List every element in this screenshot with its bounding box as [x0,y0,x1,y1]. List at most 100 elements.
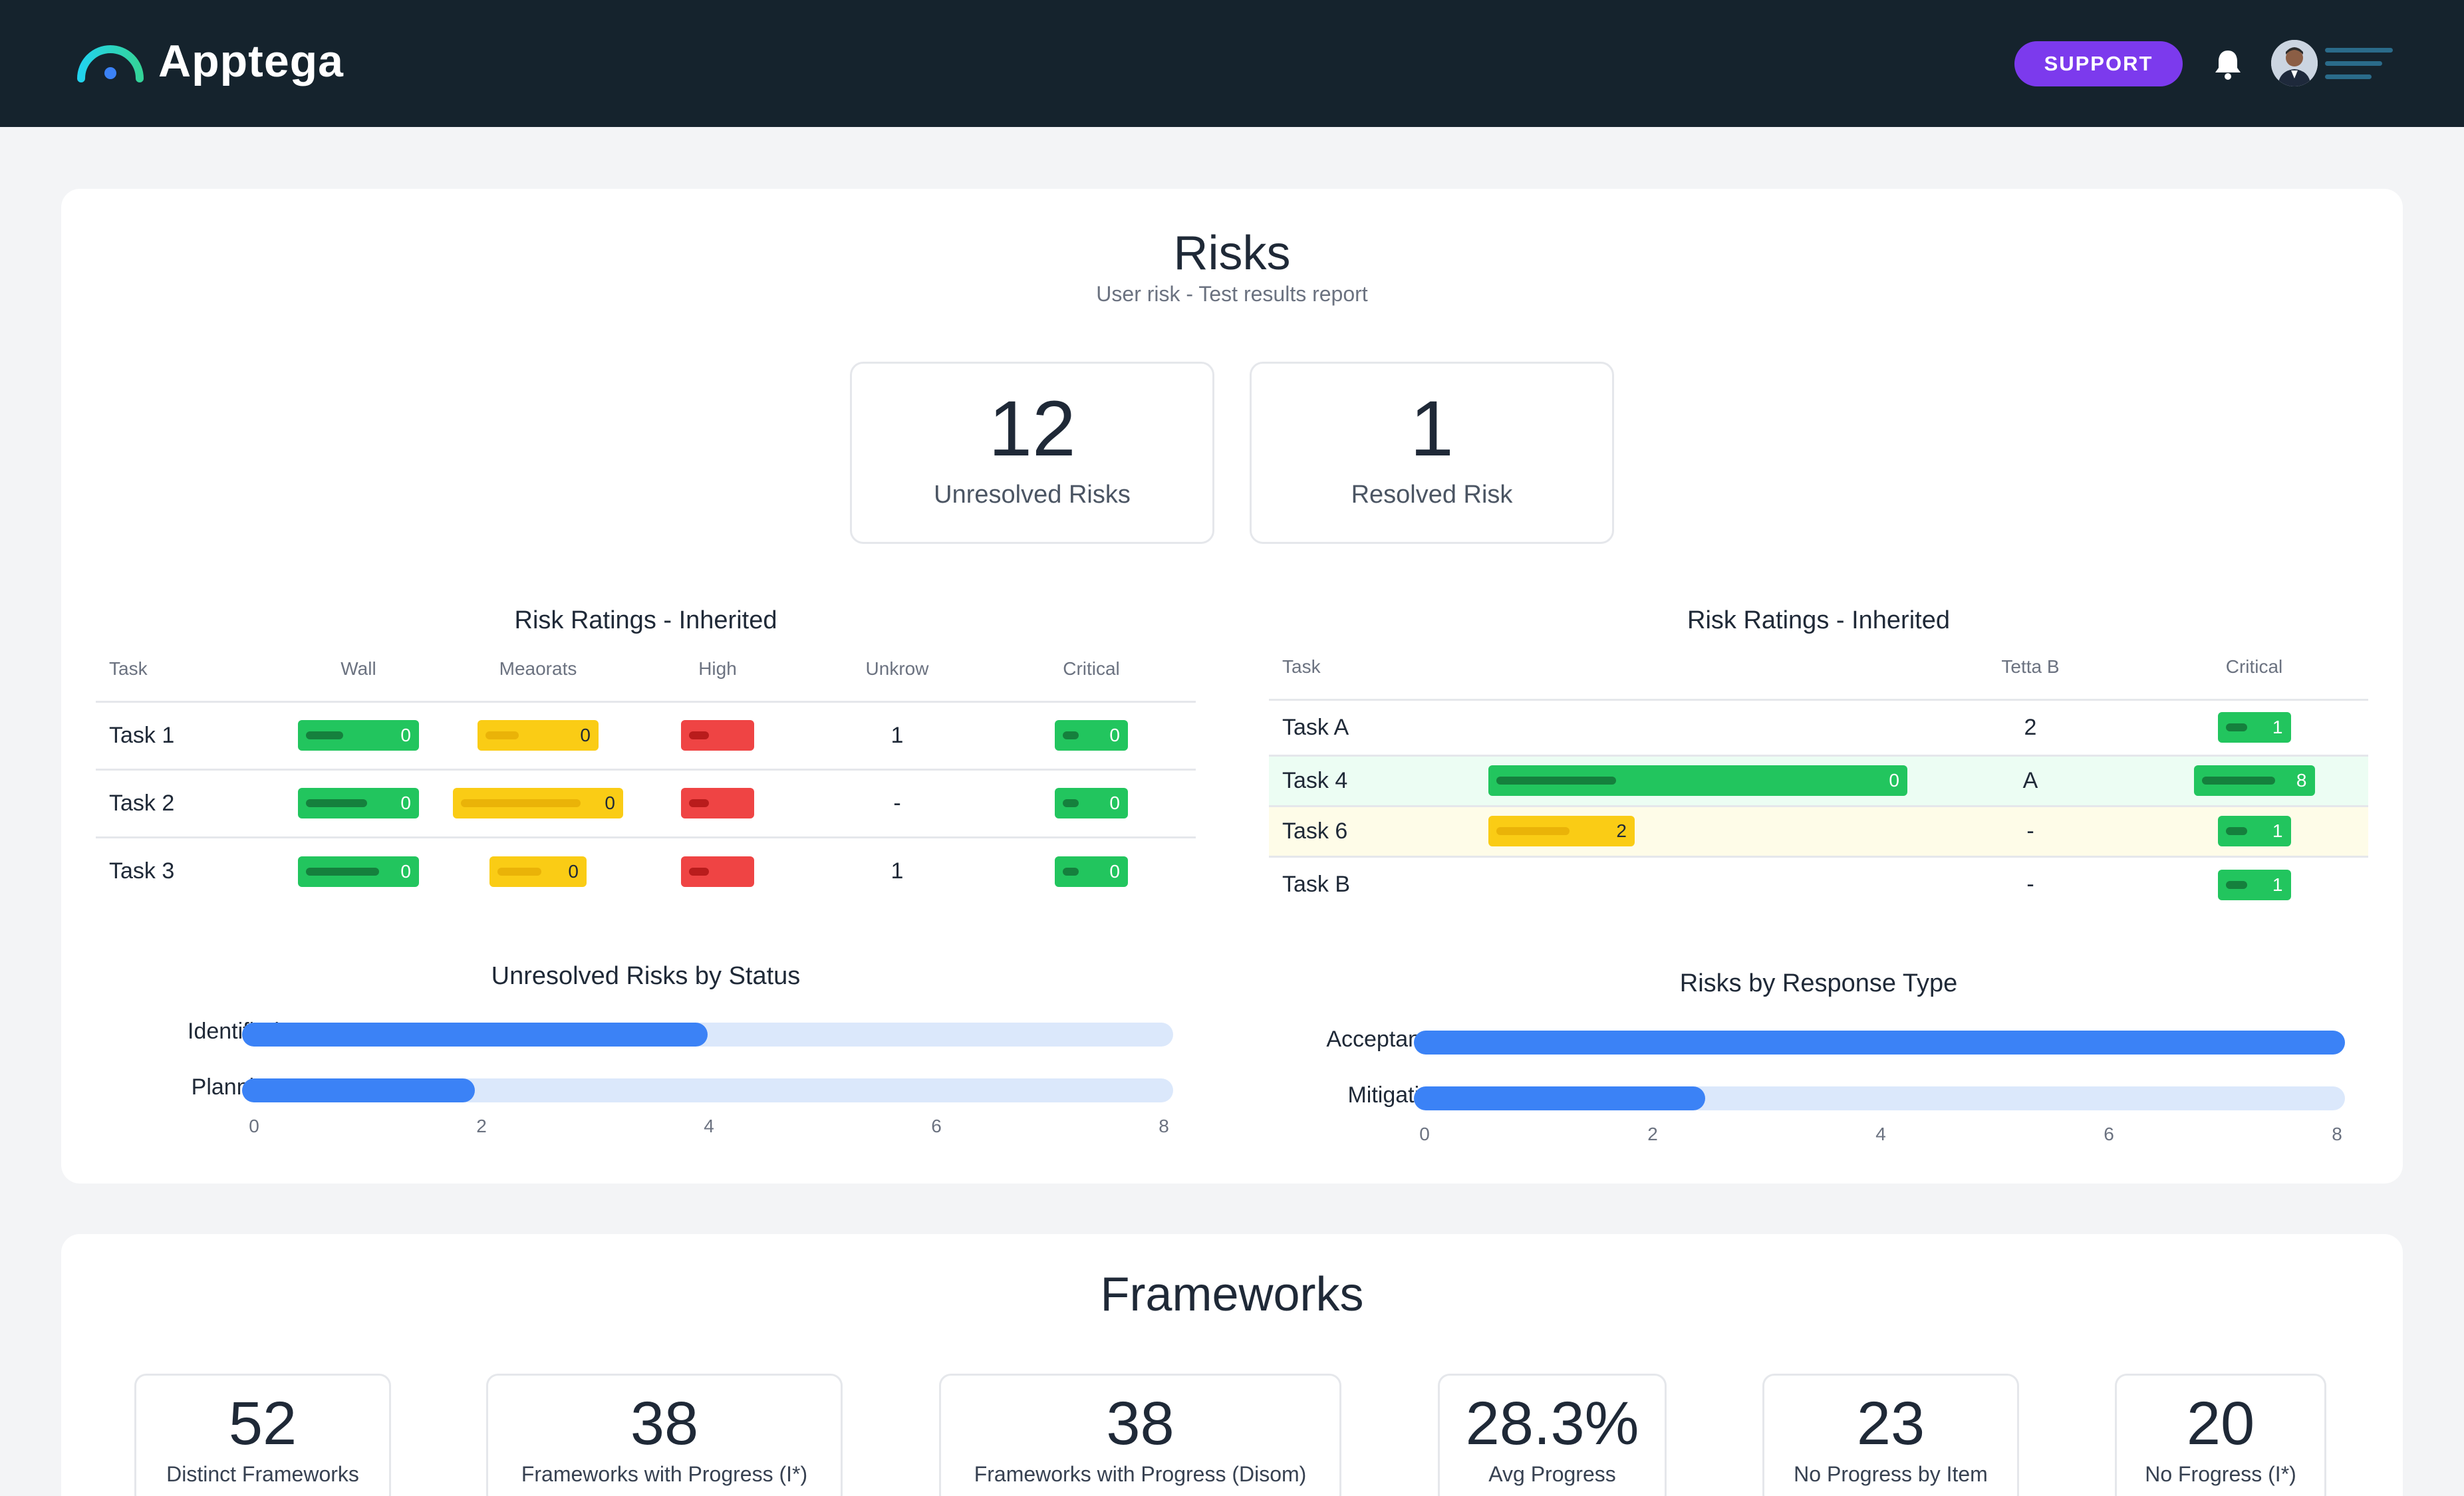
column-header: Tetta B [1921,636,2140,701]
menu-icon[interactable] [2325,45,2393,82]
tetta-cell: 2 [1921,699,2140,757]
unresolved-risks-stat[interactable]: 12 Unresolved Risks [850,362,1214,544]
meaorats-pill: 0 [478,720,599,751]
user-avatar-icon [2271,40,2318,86]
critical-pill: 0 [1055,788,1128,818]
right-risk-ratings-table: Task Tetta B Critical Task A 2 1 Task 4 … [1269,636,2368,912]
table-row[interactable]: Task B - 1 [1269,856,2368,912]
table-row[interactable]: Task 1 0 0 1 0 [96,701,1196,771]
framework-stat-card[interactable]: 38 Frameworks with Progress (I*) [486,1374,843,1496]
bar-fill [1414,1086,1705,1110]
status-chart-title: Unresolved Risks by Status [491,962,801,990]
framework-stat-card[interactable]: 20 No Frogress (I*) [2115,1374,2326,1496]
column-header [1482,636,1921,701]
left-risk-ratings-table: Task Wall Meaorats High Unkrow Critical … [96,638,1196,905]
critical-pill: 0 [1055,856,1128,887]
axis-tick-label: 4 [1875,1124,1886,1144]
stat-label: Unresolved Risks [934,481,1131,509]
unkrow-cell: - [807,769,987,838]
task-cell: Task 2 [96,769,269,838]
column-header: Critical [2140,636,2368,701]
high-pill [681,856,754,887]
stat-label: No Progress by Item [1794,1462,1988,1486]
high-pill [681,720,754,751]
critical-pill: 1 [2217,816,2291,846]
stat-label: Resolved Risk [1351,481,1513,509]
table-row[interactable]: Task 6 2 - 1 [1269,806,2368,858]
support-button[interactable]: SUPPORT [2014,41,2183,86]
axis-tick-label: 2 [476,1116,487,1136]
task-cell: Task 4 [1269,755,1482,807]
bar-pill: 0 [1488,765,1907,796]
unkrow-cell: 1 [807,701,987,771]
stat-value: 38 [1106,1390,1174,1457]
axis-tick-label: 0 [249,1116,259,1136]
task-cell: Task A [1269,699,1482,757]
critical-pill: 8 [2193,765,2315,796]
axis-tick-label: 8 [2332,1124,2342,1144]
framework-stat-card[interactable]: 23 No Progress by Item [1762,1374,2019,1496]
column-header: Task [1269,636,1482,701]
column-header: Unkrow [807,638,987,703]
task-cell: Task 1 [96,701,269,771]
bar-cell [1482,699,1921,757]
risks-panel: Risks User risk - Test results report 12… [61,189,2403,1184]
risks-title: Risks [1173,227,1291,280]
table-row[interactable]: Task 4 0 A 8 [1269,755,2368,807]
risks-subtitle: User risk - Test results report [1096,282,1368,306]
bar-track[interactable] [242,1078,1173,1102]
table-row[interactable]: Task 3 0 0 1 0 [96,837,1196,905]
stat-value: 1 [1410,385,1454,473]
stat-label: Avg Progress [1488,1462,1616,1486]
bar-track[interactable] [1414,1086,2345,1110]
critical-pill: 0 [1055,720,1128,751]
axis-tick-label: 2 [1647,1124,1658,1144]
tetta-cell: A [1921,755,2140,807]
frameworks-title: Frameworks [1100,1268,1364,1321]
axis-tick-label: 8 [1159,1116,1169,1136]
bell-icon[interactable] [2209,45,2247,82]
bar-track[interactable] [242,1023,1173,1047]
stat-label: Frameworks with Progress (Disom) [974,1462,1307,1486]
critical-pill: 1 [2217,869,2291,900]
stat-value: 12 [988,385,1076,473]
wall-pill: 0 [298,720,419,751]
wall-pill: 0 [298,856,419,887]
bar-fill [1414,1031,2345,1055]
framework-stat-card[interactable]: 38 Frameworks with Progress (Disom) [939,1374,1341,1496]
brand-logo[interactable]: Apptega [76,35,344,88]
axis-tick-label: 0 [1419,1124,1430,1144]
tetta-cell: - [1921,806,2140,858]
table-header-row: Task Wall Meaorats High Unkrow Critical [96,638,1196,703]
avatar[interactable] [2271,40,2318,86]
stat-value: 20 [2186,1390,2255,1457]
table-row[interactable]: Task A 2 1 [1269,699,2368,757]
column-header: Wall [269,638,448,703]
bar-fill [242,1078,475,1102]
axis-tick-label: 6 [931,1116,942,1136]
brand-name: Apptega [158,36,344,86]
stat-label: No Frogress (I*) [2145,1462,2296,1486]
bar-fill [242,1023,708,1047]
frameworks-panel: Frameworks 52 Distinct Frameworks 38 Fra… [61,1234,2403,1496]
top-navigation-bar: Apptega SUPPORT [0,0,2464,127]
task-cell: Task 3 [109,858,175,884]
response-chart-title: Risks by Response Type [1679,969,1958,997]
resolved-risk-stat[interactable]: 1 Resolved Risk [1250,362,1614,544]
framework-stat-card[interactable]: 28.3% Avg Progress [1438,1374,1667,1496]
right-risk-ratings-title: Risk Ratings - Inherited [1687,606,1950,634]
column-header: Critical [987,638,1196,703]
bar-track[interactable] [1414,1031,2345,1055]
task-cell: Task B [1282,872,1351,898]
meaorats-pill: 0 [489,856,587,887]
axis-tick-label: 6 [2104,1124,2114,1144]
column-header: Meaorats [448,638,628,703]
stat-value: 52 [228,1390,297,1457]
stat-label: Distinct Frameworks [166,1462,359,1486]
high-pill [681,788,754,818]
stat-label: Frameworks with Progress (I*) [521,1462,808,1486]
task-cell: Task 6 [1269,806,1482,858]
table-row[interactable]: Task 2 0 0 - 0 [96,769,1196,838]
framework-stat-card[interactable]: 52 Distinct Frameworks [134,1374,391,1496]
bar-cell [1482,856,1921,912]
